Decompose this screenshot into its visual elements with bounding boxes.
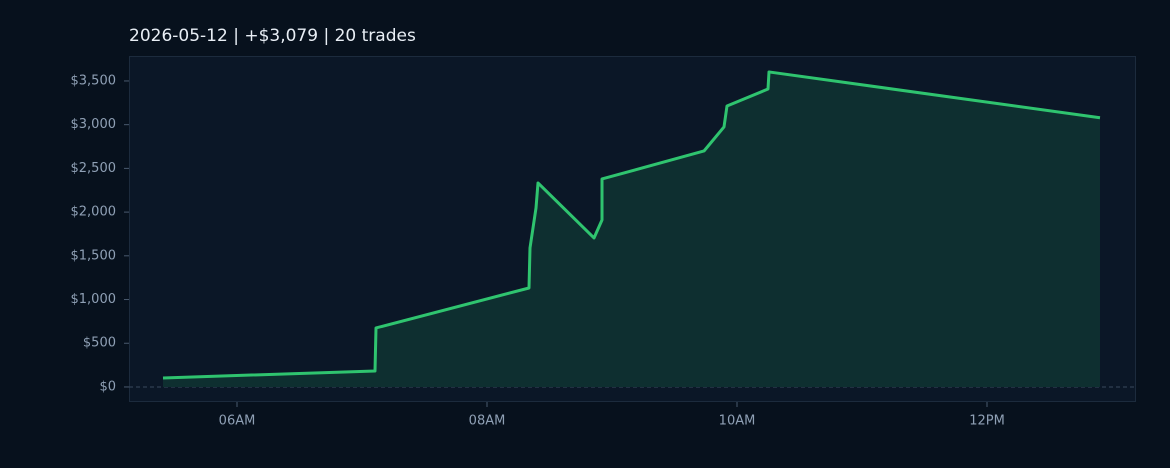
x-tick-label: 06AM — [219, 414, 256, 429]
y-tick-label: $500 — [83, 336, 116, 351]
y-tick-label: $3,000 — [71, 117, 117, 132]
y-tick-label: $1,000 — [71, 292, 117, 307]
x-tick-label: 08AM — [469, 414, 506, 429]
y-tick-label: $2,500 — [71, 161, 117, 176]
y-tick-label: $1,500 — [71, 248, 117, 263]
x-tick-label: 10AM — [719, 414, 756, 429]
line — [162, 70, 1101, 380]
y-tick-label: $2,000 — [71, 205, 117, 220]
x-tick-label: 12PM — [969, 414, 1005, 429]
y-tick-label: $3,500 — [71, 73, 117, 88]
y-tick-label: $0 — [99, 379, 116, 394]
chart-title: 2026-05-12 | +$3,079 | 20 trades — [129, 26, 416, 46]
area-fill — [163, 71, 1100, 387]
